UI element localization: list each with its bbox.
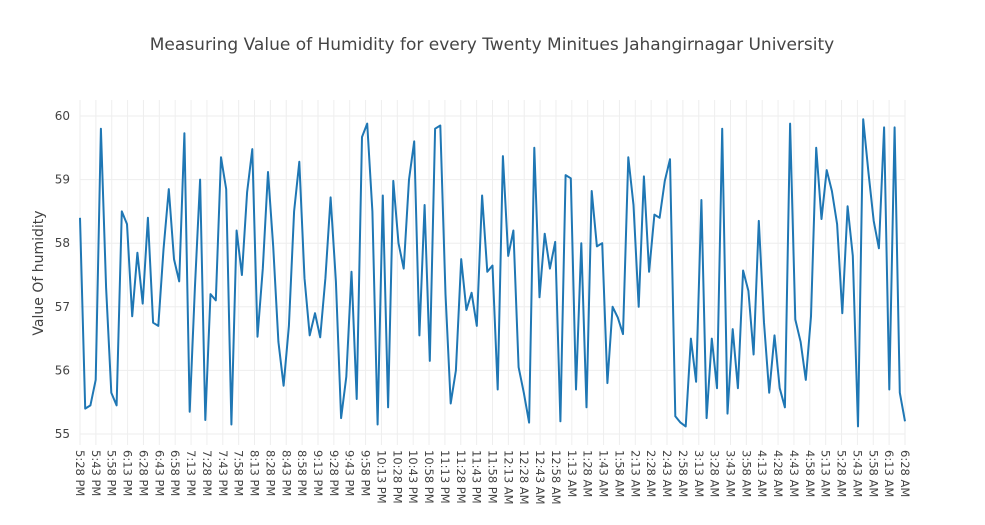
- x-tick-label: 5:13 AM: [819, 450, 833, 497]
- x-tick-label: 10:43 PM: [406, 450, 420, 504]
- x-tick-label: 5:43 PM: [89, 450, 103, 496]
- x-tick-label: 10:13 PM: [374, 450, 388, 504]
- x-tick-label: 4:28 AM: [771, 450, 785, 497]
- x-tick-label: 6:43 PM: [152, 450, 166, 496]
- x-tick-label: 6:28 AM: [898, 450, 912, 497]
- x-tick-label: 7:28 PM: [200, 450, 214, 496]
- x-tick-label: 3:58 AM: [739, 450, 753, 497]
- x-tick-label: 9:43 PM: [343, 450, 357, 496]
- x-tick-label: 2:13 AM: [628, 450, 642, 497]
- x-tick-label: 8:28 PM: [263, 450, 277, 496]
- y-tick-label: 59: [55, 173, 70, 187]
- x-tick-label: 2:58 AM: [676, 450, 690, 497]
- x-tick-label: 1:58 AM: [612, 450, 626, 497]
- x-tick-label: 10:28 PM: [390, 450, 404, 504]
- x-tick-label: 7:58 PM: [232, 450, 246, 496]
- y-axis-ticks: 55 56 57 58 59 60: [55, 109, 70, 441]
- x-tick-label: 4:43 AM: [787, 450, 801, 497]
- x-tick-label: 9:13 PM: [311, 450, 325, 496]
- y-axis-label: Value Of humidity: [31, 210, 47, 335]
- x-tick-label: 12:13 AM: [501, 450, 515, 505]
- x-tick-label: 1:28 AM: [581, 450, 595, 497]
- x-tick-label: 11:13 PM: [438, 450, 452, 504]
- x-tick-label: 1:13 AM: [565, 450, 579, 497]
- humidity-series-line: [79, 118, 906, 428]
- x-tick-label: 2:43 AM: [660, 450, 674, 497]
- x-tick-label: 7:43 PM: [216, 450, 230, 496]
- x-tick-label: 6:13 AM: [882, 450, 896, 497]
- x-tick-label: 12:43 AM: [533, 450, 547, 505]
- y-tick-label: 57: [55, 300, 70, 314]
- x-tick-label: 7:13 PM: [184, 450, 198, 496]
- x-tick-label: 11:43 PM: [470, 450, 484, 504]
- x-tick-label: 5:58 AM: [866, 450, 880, 497]
- x-tick-label: 11:58 PM: [486, 450, 500, 504]
- x-tick-label: 3:13 AM: [692, 450, 706, 497]
- x-tick-label: 6:58 PM: [168, 450, 182, 496]
- x-tick-label: 8:58 PM: [295, 450, 309, 496]
- y-tick-label: 55: [55, 427, 70, 441]
- x-tick-label: 4:58 AM: [803, 450, 817, 497]
- x-tick-label: 4:13 AM: [755, 450, 769, 497]
- x-tick-label: 8:13 PM: [248, 450, 262, 496]
- x-tick-label: 6:13 PM: [121, 450, 135, 496]
- x-tick-label: 3:43 AM: [723, 450, 737, 497]
- y-tick-label: 56: [55, 363, 70, 377]
- x-tick-label: 2:28 AM: [644, 450, 658, 497]
- x-tick-label: 5:58 PM: [105, 450, 119, 496]
- x-tick-label: 1:43 AM: [597, 450, 611, 497]
- x-tick-label: 8:43 PM: [279, 450, 293, 496]
- x-tick-label: 9:28 PM: [327, 450, 341, 496]
- x-tick-label: 9:58 PM: [359, 450, 373, 496]
- x-tick-label: 5:43 AM: [850, 450, 864, 497]
- chart-title: Measuring Value of Humidity for every Tw…: [150, 35, 834, 55]
- x-tick-label: 11:28 PM: [454, 450, 468, 504]
- x-tick-label: 3:28 AM: [708, 450, 722, 497]
- x-axis-ticks: 5:28 PM 5:43 PM 5:58 PM 6:13 PM 6:28 PM 6:43 …: [73, 450, 912, 505]
- y-tick-label: 60: [55, 109, 70, 123]
- x-tick-label: 6:28 PM: [136, 450, 150, 496]
- y-tick-label: 58: [55, 236, 70, 250]
- x-tick-label: 12:58 AM: [549, 450, 563, 505]
- x-tick-label: 10:58 PM: [422, 450, 436, 504]
- x-tick-label: 12:28 AM: [517, 450, 531, 505]
- x-tick-label: 5:28 AM: [835, 450, 849, 497]
- x-tick-label: 5:28 PM: [73, 450, 87, 496]
